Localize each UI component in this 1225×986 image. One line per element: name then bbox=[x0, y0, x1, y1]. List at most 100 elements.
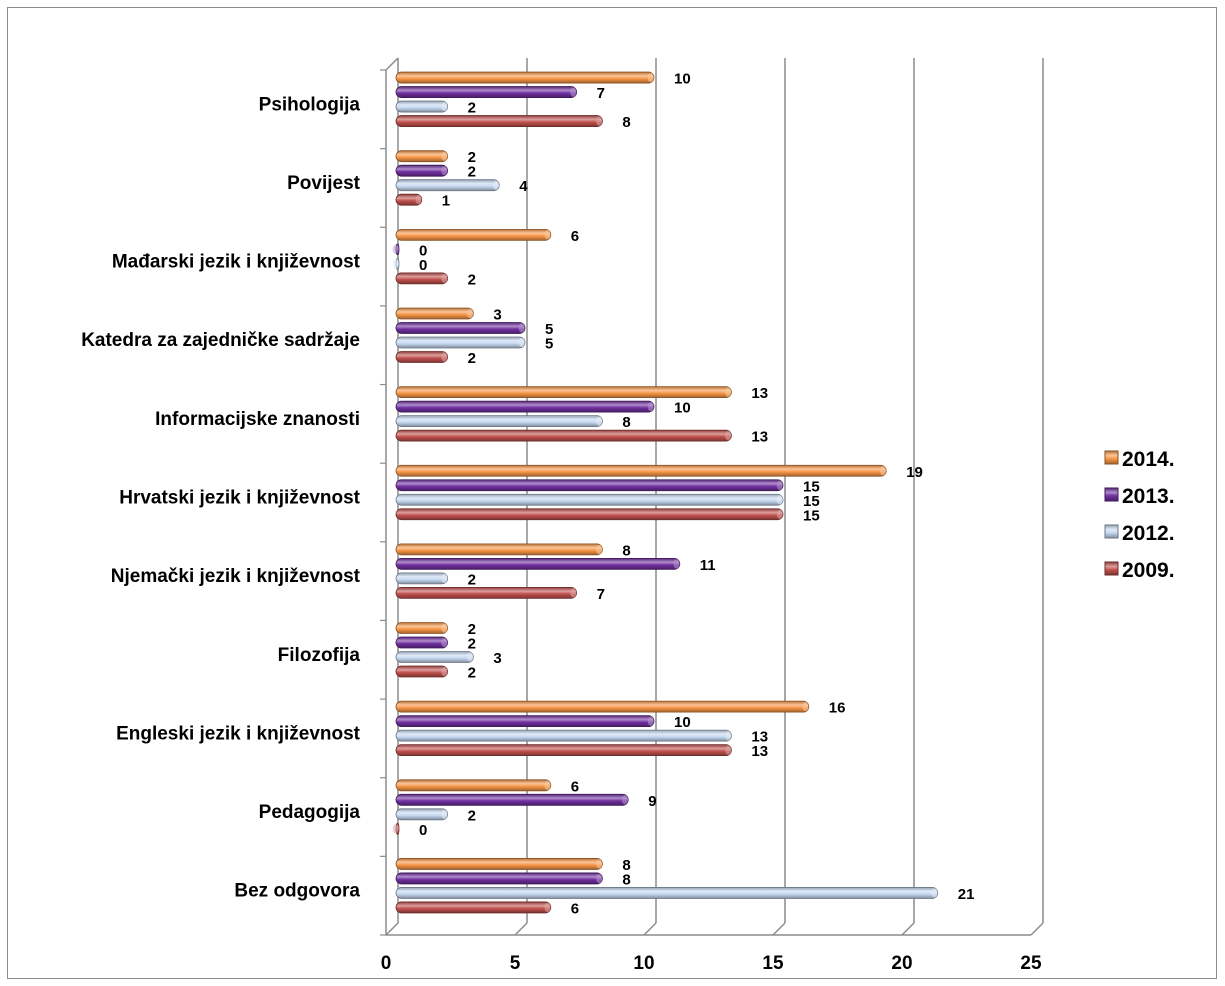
bar-cap bbox=[647, 716, 654, 726]
data-label-2013-povijest: 2 bbox=[468, 164, 476, 181]
category-label-njemacki-jezik-i-knjizevnost: Njemački jezik i književnost bbox=[111, 566, 361, 587]
bar-2012-pedagogija bbox=[395, 808, 448, 821]
data-label-2013-engleski-jezik-i-knjizevnost: 10 bbox=[674, 714, 691, 731]
legend-label-2012: 2012. bbox=[1122, 522, 1175, 545]
data-label-2014-povijest: 2 bbox=[468, 149, 476, 166]
legend-label-2013: 2013. bbox=[1122, 485, 1175, 508]
bar-2013-pedagogija bbox=[395, 793, 629, 806]
legend-swatch-2014 bbox=[1104, 450, 1119, 465]
data-label-2013-njemacki-jezik-i-knjizevnost: 11 bbox=[700, 557, 716, 574]
data-label-2009-filozofija: 2 bbox=[468, 665, 476, 682]
wall-top-edge bbox=[385, 57, 399, 71]
bar-cap bbox=[441, 166, 448, 176]
data-label-2009-povijest: 1 bbox=[442, 193, 450, 210]
bar-2014-filozofija bbox=[395, 622, 448, 634]
bar-cap bbox=[544, 780, 551, 790]
bar-cap bbox=[725, 387, 732, 397]
bar-2013-hrvatski-jezik-i-knjizevnost bbox=[395, 479, 784, 492]
bar-cap bbox=[931, 888, 938, 898]
category-label-informacijske-znanosti: Informacijske znanosti bbox=[155, 409, 360, 430]
bar-2012-informacijske-znanosti bbox=[395, 415, 603, 428]
legend-label-2014: 2014. bbox=[1122, 448, 1175, 471]
bar-cap bbox=[441, 666, 448, 677]
bar-2013-filozofija bbox=[395, 636, 448, 649]
bar-cap bbox=[467, 308, 474, 319]
bars bbox=[392, 71, 939, 914]
bar-cap bbox=[392, 259, 399, 269]
bar-2012-filozofija bbox=[395, 651, 474, 663]
bar-cap bbox=[776, 495, 783, 505]
data-label-2012-psihologija: 2 bbox=[468, 100, 476, 117]
bar-2009-hrvatski-jezik-i-knjizevnost bbox=[395, 508, 784, 521]
category-label-bez-odgovora: Bez odgovora bbox=[234, 881, 360, 902]
bar-cap bbox=[441, 273, 448, 284]
bar-2013-katedra-za-zajednicke-sadrzaje bbox=[395, 322, 526, 334]
floor-gridline-15 bbox=[772, 922, 786, 936]
bar-2012-hrvatski-jezik-i-knjizevnost bbox=[395, 493, 784, 506]
bar-cap bbox=[802, 701, 809, 712]
bar-cap bbox=[392, 244, 399, 255]
data-label-2013-katedra-za-zajednicke-sadrzaje: 5 bbox=[545, 321, 553, 338]
bar-2009-katedra-za-zajednicke-sadrzaje bbox=[395, 351, 448, 363]
bar-cap bbox=[596, 544, 603, 555]
bar-2009-njemacki-jezik-i-knjizevnost bbox=[395, 586, 578, 599]
bar-cap bbox=[441, 809, 448, 819]
category-label-katedra-za-zajednicke-sadrzaje: Katedra za zajedničke sadržaje bbox=[81, 330, 360, 351]
bar-cap bbox=[441, 151, 448, 161]
data-label-2012-njemacki-jezik-i-knjizevnost: 2 bbox=[468, 571, 476, 588]
labels: 0 5 10 15 20 25Psihologija10728Povijest2241Ma… bbox=[81, 71, 1042, 974]
bar-cap bbox=[392, 824, 399, 834]
data-label-2013-filozofija: 2 bbox=[468, 636, 476, 653]
bar-2013-njemacki-jezik-i-knjizevnost bbox=[395, 557, 681, 570]
data-label-2009-psihologija: 8 bbox=[622, 114, 630, 131]
floor-gridline-25 bbox=[1030, 922, 1044, 936]
data-label-2012-pedagogija: 2 bbox=[468, 807, 476, 824]
bar-2009-madarski-jezik-i-knjizevnost bbox=[395, 272, 448, 285]
x-tick-label-0: 0 bbox=[381, 953, 392, 974]
bar-cap bbox=[596, 873, 603, 884]
bar-chart: 0 5 10 15 20 25Psihologija10728Povijest2241Ma… bbox=[81, 57, 1175, 974]
legend-swatch-2009 bbox=[1104, 561, 1119, 576]
category-label-madarski-jezik-i-knjizevnost: Mađarski jezik i književnost bbox=[112, 252, 361, 273]
bar-cap bbox=[596, 416, 603, 426]
bar-cap bbox=[596, 116, 603, 126]
bar-cap bbox=[776, 480, 783, 490]
data-label-2014-pedagogija: 6 bbox=[571, 778, 579, 795]
bar-2014-hrvatski-jezik-i-knjizevnost bbox=[395, 464, 887, 477]
data-label-2012-bez-odgovora: 21 bbox=[958, 886, 975, 903]
data-label-2012-filozofija: 3 bbox=[493, 650, 501, 667]
data-label-2009-hrvatski-jezik-i-knjizevnost: 15 bbox=[803, 507, 820, 524]
bar-cap bbox=[441, 573, 448, 584]
data-label-2009-informacijske-znanosti: 13 bbox=[751, 429, 768, 446]
data-label-2014-engleski-jezik-i-knjizevnost: 16 bbox=[829, 700, 846, 717]
bar-2014-katedra-za-zajednicke-sadrzaje bbox=[395, 307, 474, 320]
bar-cap bbox=[467, 652, 474, 662]
bar-2012-njemacki-jezik-i-knjizevnost bbox=[395, 572, 448, 585]
bar-cap bbox=[441, 101, 448, 112]
bar-2013-engleski-jezik-i-knjizevnost bbox=[395, 715, 655, 728]
category-label-filozofija: Filozofija bbox=[278, 645, 361, 666]
bar-2014-pedagogija bbox=[395, 779, 552, 792]
bar-2012-bez-odgovora bbox=[395, 887, 939, 899]
data-label-2009-madarski-jezik-i-knjizevnost: 2 bbox=[468, 271, 476, 288]
bar-2014-informacijske-znanosti bbox=[395, 386, 732, 399]
bar-cap bbox=[725, 730, 732, 741]
bar-2009-bez-odgovora bbox=[395, 901, 552, 914]
data-label-2014-psihologija: 10 bbox=[674, 71, 691, 88]
data-label-2014-bez-odgovora: 8 bbox=[622, 857, 630, 874]
axes bbox=[380, 57, 1031, 936]
bar-cap bbox=[570, 87, 577, 97]
data-label-2012-hrvatski-jezik-i-knjizevnost: 15 bbox=[803, 493, 820, 510]
bar-2012-engleski-jezik-i-knjizevnost bbox=[395, 729, 732, 742]
bar-2009-povijest bbox=[395, 193, 423, 206]
chart-frame: 0 5 10 15 20 25 Psihologija 10 7 2 8 Povijest 2 2 4 1 Ma… bbox=[7, 7, 1217, 979]
bar-cap bbox=[647, 401, 654, 412]
bar-cap bbox=[776, 509, 783, 519]
legend-swatch-2013 bbox=[1104, 487, 1119, 502]
data-label-2013-psihologija: 7 bbox=[597, 85, 605, 102]
bar-cap bbox=[879, 466, 886, 476]
category-label-pedagogija: Pedagogija bbox=[259, 802, 361, 823]
bar-2014-engleski-jezik-i-knjizevnost bbox=[395, 700, 810, 713]
data-label-2009-bez-odgovora: 6 bbox=[571, 900, 579, 917]
bar-2009-informacijske-znanosti bbox=[395, 429, 732, 442]
